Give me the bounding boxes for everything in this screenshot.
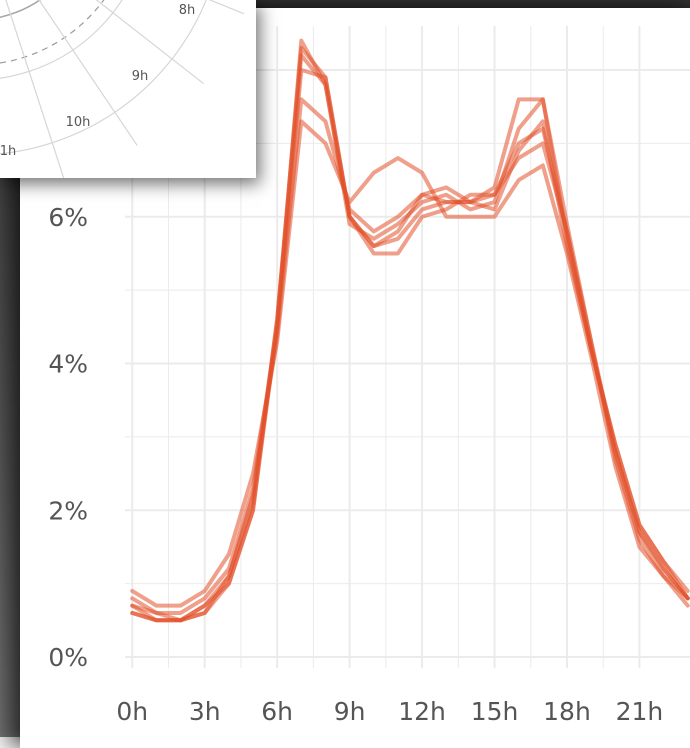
- hourly-distribution-chart: 0% 2% 4% 6% 0h 3h 6h 9h 12h 15h 18h 21h: [48, 26, 690, 726]
- polar-rings: [0, 0, 207, 155]
- x-tick-label: 15h: [471, 697, 519, 726]
- x-tick-label: 18h: [543, 697, 591, 726]
- y-axis-labels: 0% 2% 4% 6%: [48, 203, 88, 672]
- polar-angle-label: 1h: [0, 144, 16, 159]
- polar-spoke: [38, 0, 138, 146]
- polar-angle-label: 10h: [66, 115, 91, 130]
- y-tick-label: 2%: [48, 496, 88, 525]
- x-tick-label: 6h: [261, 697, 293, 726]
- x-axis-labels: 0h 3h 6h 9h 12h 15h 18h 21h: [116, 697, 663, 726]
- polar-spokes: [5, 0, 245, 178]
- x-tick-label: 0h: [116, 697, 148, 726]
- polar-data-ring: [0, 0, 42, 19]
- y-tick-label: 4%: [48, 350, 88, 379]
- x-tick-label: 3h: [189, 697, 221, 726]
- polar-spoke: [5, 0, 65, 178]
- polar-ring: [0, 0, 123, 79]
- polar-angle-labels: 8h 9h 10h 1h: [0, 3, 195, 159]
- x-tick-label: 12h: [398, 697, 446, 726]
- polar-ring: [0, 0, 207, 155]
- polar-angle-label: 9h: [132, 69, 149, 84]
- polar-angle-label: 8h: [179, 3, 196, 18]
- x-tick-label: 21h: [616, 697, 664, 726]
- y-tick-label: 6%: [48, 203, 88, 232]
- y-tick-label: 0%: [48, 643, 88, 672]
- polar-inset-panel: 8h 9h 10h 1h: [0, 0, 256, 178]
- series-lines: [130, 38, 690, 623]
- polar-inset-chart: 8h 9h 10h 1h: [0, 0, 245, 178]
- series-line-6: [130, 97, 690, 623]
- polar-spoke: [95, 0, 204, 85]
- x-tick-label: 9h: [334, 697, 366, 726]
